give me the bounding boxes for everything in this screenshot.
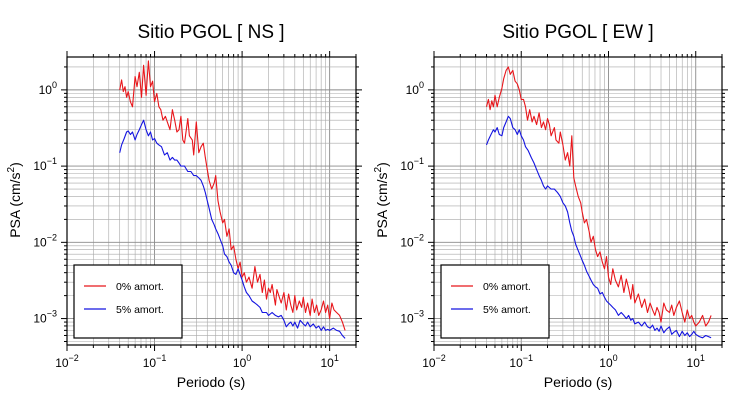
x-tick-label: 10−2	[55, 353, 79, 370]
legend-box	[440, 264, 550, 339]
x-tick-label: 10−2	[422, 353, 446, 370]
x-tick-label: 10−1	[509, 353, 533, 370]
legend-box	[73, 264, 183, 339]
y-tick-label: 10−1	[33, 156, 57, 173]
chart-title: Sitio PGOL [ EW ]	[502, 22, 653, 43]
y-tick-label: 10−1	[400, 156, 424, 173]
y-tick-label: 100	[406, 80, 424, 97]
x-tick-label: 101	[320, 353, 338, 370]
y-axis-label: PSA (cm/s2)	[6, 162, 23, 238]
chart-title: Sitio PGOL [ NS ]	[137, 22, 284, 43]
plot-frame	[66, 56, 357, 346]
y-tick-label: 10−3	[400, 309, 424, 326]
x-tick-label: 10−1	[143, 353, 167, 370]
y-tick-label: 10−3	[33, 309, 57, 326]
chart-ew: Sitio PGOL [ EW ] 10−2 10−1 100 101 10−3 10−2…	[373, 22, 728, 390]
series-line-damped	[119, 119, 346, 339]
series-line-undamped	[485, 66, 712, 327]
legend-label: 0% amort.	[483, 281, 531, 293]
y-tick-label: 10−2	[400, 232, 424, 249]
y-axis-label: PSA (cm/s2)	[373, 162, 390, 238]
series-line-undamped	[119, 60, 346, 331]
x-axis-label: Periodo (s)	[177, 374, 245, 390]
legend-label: 5% amort.	[116, 304, 164, 316]
x-tick-label: 100	[233, 353, 251, 370]
chart-ns: Sitio PGOL [ NS ] 10−2 10−1 100 101 10−3 10−2…	[6, 22, 362, 390]
series-line-damped	[485, 115, 712, 339]
y-tick-label: 100	[39, 80, 57, 97]
legend-label: 0% amort.	[116, 281, 164, 293]
plot-frame	[433, 56, 723, 346]
x-tick-label: 100	[599, 353, 617, 370]
legend-label: 5% amort.	[483, 304, 531, 316]
x-axis-label: Periodo (s)	[544, 374, 612, 390]
x-tick-label: 101	[687, 353, 705, 370]
y-tick-label: 10−2	[33, 232, 57, 249]
